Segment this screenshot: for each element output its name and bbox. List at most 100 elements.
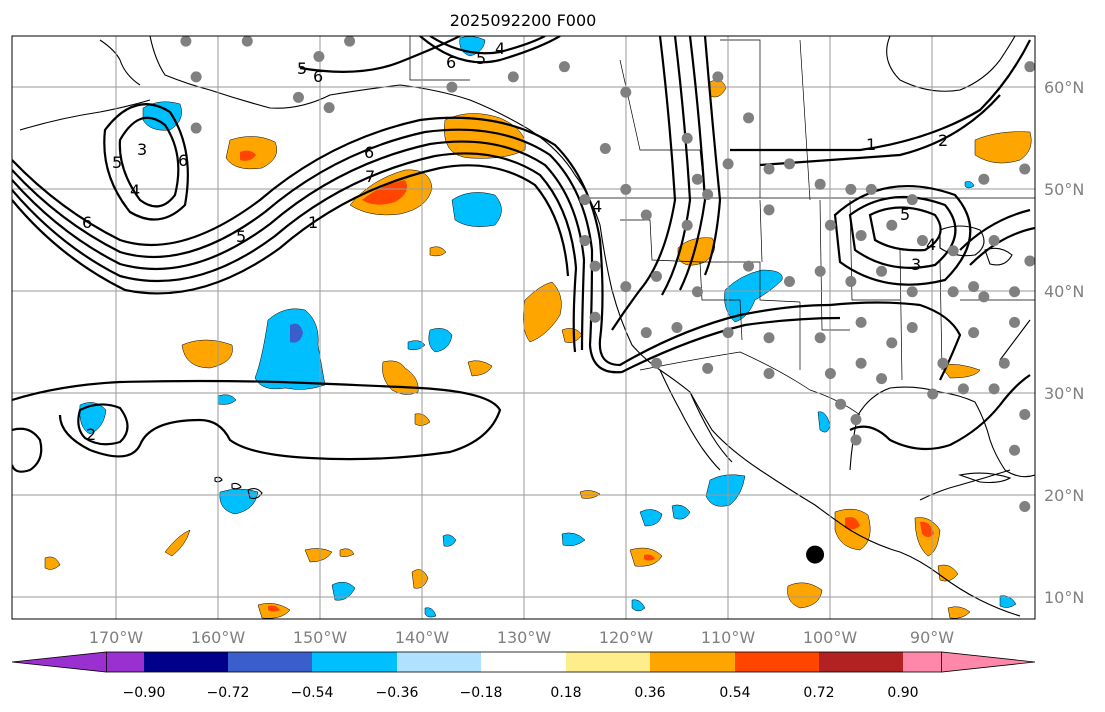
colorbar-extension-high xyxy=(941,651,1036,673)
station-marker xyxy=(783,158,795,170)
station-marker xyxy=(1009,444,1021,456)
station-marker xyxy=(865,183,877,195)
station-marker xyxy=(906,286,918,298)
station-marker xyxy=(292,91,304,103)
negative-anomaly-region xyxy=(424,607,437,618)
contour-label: 7 xyxy=(365,167,375,186)
colorbar-frame xyxy=(106,651,943,673)
longitude-tick-label: 110°W xyxy=(701,628,756,647)
positive-anomaly-region xyxy=(304,548,333,563)
station-marker xyxy=(814,178,826,190)
colorbar-segment xyxy=(228,652,312,672)
station-marker xyxy=(671,322,683,333)
station-marker xyxy=(640,209,652,221)
latitude-tick-label: 20°N xyxy=(1044,486,1084,505)
map-frame xyxy=(11,35,1036,620)
station-marker xyxy=(835,398,847,410)
station-marker xyxy=(1009,316,1021,328)
station-marker xyxy=(190,71,202,83)
station-marker xyxy=(814,265,826,277)
station-marker xyxy=(1019,500,1031,512)
contour-label: 6 xyxy=(82,213,92,232)
contour-label: 1 xyxy=(308,213,318,232)
negative-anomaly-region xyxy=(217,394,237,405)
station-marker xyxy=(998,357,1010,369)
station-marker xyxy=(850,434,862,446)
station-marker xyxy=(845,183,857,195)
station-marker xyxy=(743,112,755,124)
longitude-tick-label: 150°W xyxy=(293,628,348,647)
station-marker xyxy=(507,71,519,83)
contour-label: 3 xyxy=(911,255,921,274)
station-markers xyxy=(180,36,1035,512)
negative-anomaly-region xyxy=(631,599,646,612)
negative-anomaly-region xyxy=(442,534,457,547)
station-marker xyxy=(968,281,980,293)
station-marker xyxy=(947,286,959,298)
strong-positive-anomaly-region xyxy=(268,605,280,612)
colorbar-segment xyxy=(566,652,650,672)
station-marker xyxy=(876,373,888,385)
colorbar-segment xyxy=(312,652,397,672)
contour-label: 6 xyxy=(446,53,456,72)
station-marker xyxy=(722,327,734,339)
negative-anomaly-region xyxy=(451,192,502,227)
graticule xyxy=(12,36,1035,619)
longitude-tick-label: 100°W xyxy=(803,628,858,647)
station-marker xyxy=(763,163,775,175)
station-marker xyxy=(1019,163,1031,175)
positive-anomaly-region xyxy=(787,582,823,609)
station-marker xyxy=(845,275,857,287)
colorbar-tick-label: 0.90 xyxy=(887,685,918,701)
strong-positive-anomaly-region xyxy=(240,150,256,161)
station-marker xyxy=(446,81,458,93)
colorbar-segment xyxy=(903,652,942,672)
station-marker xyxy=(650,357,662,369)
coastlines xyxy=(19,36,1035,617)
strong-positive-anomaly-region xyxy=(845,517,860,530)
latitude-tick-label: 60°N xyxy=(1044,78,1084,97)
contour-label: 5 xyxy=(900,205,910,224)
station-marker xyxy=(702,362,714,374)
storm-center-marker xyxy=(806,545,825,564)
station-marker xyxy=(763,368,775,380)
political-borders xyxy=(409,36,1035,416)
station-marker xyxy=(681,219,693,231)
station-marker xyxy=(824,219,836,231)
positive-anomaly-region xyxy=(579,490,601,499)
station-marker xyxy=(712,71,724,83)
station-marker xyxy=(855,316,867,328)
strong-positive-anomaly-region xyxy=(644,554,655,561)
station-marker xyxy=(1009,286,1021,298)
station-marker xyxy=(937,357,949,369)
contour-label: 1 xyxy=(866,135,876,154)
positive-anomaly-region xyxy=(677,237,716,266)
station-marker xyxy=(620,183,632,195)
colorbar-segment xyxy=(735,652,819,672)
negative-anomaly-region xyxy=(561,532,586,547)
contour-label: 4 xyxy=(130,181,140,200)
station-marker xyxy=(313,50,325,62)
colorbar-tick-label: 0.54 xyxy=(719,685,750,701)
negative-anomaly-region xyxy=(428,328,453,353)
station-marker xyxy=(1019,408,1031,420)
station-marker xyxy=(957,383,969,395)
station-marker xyxy=(824,368,836,380)
colorbar-extension-low xyxy=(11,651,107,673)
station-marker xyxy=(558,61,570,73)
colorbar-tick-label: 0.36 xyxy=(634,685,665,701)
map-title: 2025092200 F000 xyxy=(450,11,597,30)
station-marker xyxy=(1024,255,1035,267)
contour-label: 2 xyxy=(938,131,948,150)
contour-label: 5 xyxy=(476,49,486,68)
colorbar-tick-label: −0.90 xyxy=(123,685,166,701)
contour-label-group: 5 6 6 5 4 6 3 4 6 7 1 5 6 5 1 2 5 4 3 4 … xyxy=(82,39,948,444)
station-marker xyxy=(620,281,632,293)
station-marker xyxy=(855,357,867,369)
negative-anomaly-region xyxy=(331,581,356,601)
station-marker xyxy=(978,291,990,303)
colorbar-tick-label: −0.54 xyxy=(291,685,334,701)
contour-label: 6 xyxy=(178,151,188,170)
longitude-tick-label: 140°W xyxy=(395,628,450,647)
colorbar-tick-label: −0.18 xyxy=(460,685,503,701)
